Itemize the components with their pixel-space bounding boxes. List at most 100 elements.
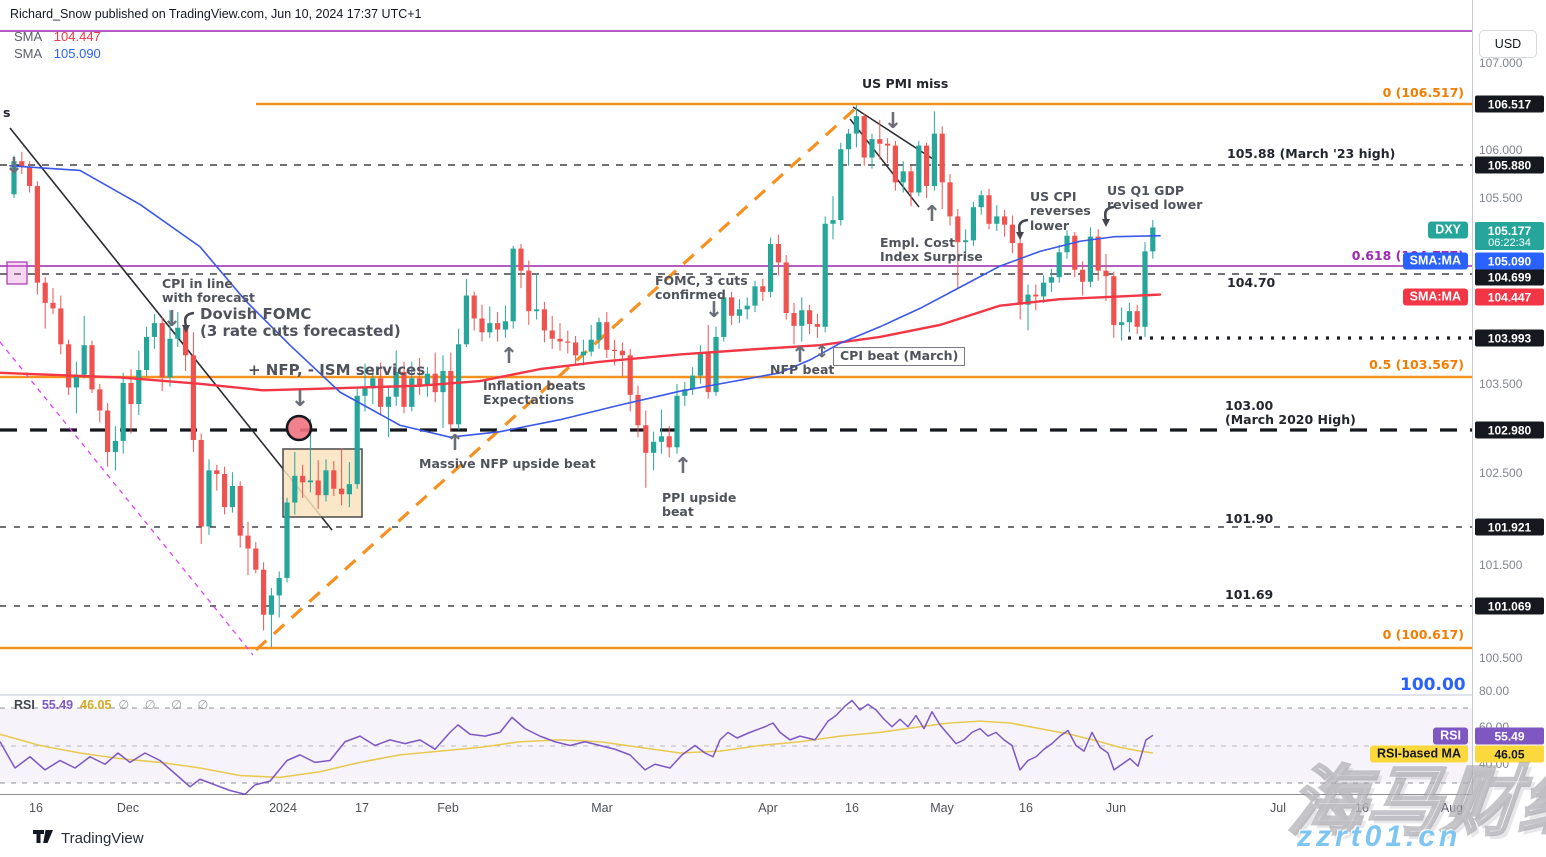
candle-body — [1041, 282, 1047, 297]
candle-body — [401, 371, 407, 407]
candle-body — [268, 595, 274, 615]
countdown-timer: 06:22:34 — [1488, 236, 1531, 249]
time-axis-label: 16 — [1355, 801, 1369, 815]
candle-body — [1002, 216, 1008, 225]
anno-fomc-3-cuts[interactable]: FOMC, 3 cuts confirmed — [655, 273, 748, 303]
candle-body — [596, 322, 602, 340]
anno-nfp-beat[interactable]: NFP beat — [770, 362, 835, 377]
anno-empl-cost[interactable]: Empl. Cost Index Surprise — [880, 235, 983, 265]
arrow-nfp-beat-up[interactable]: ↑ — [790, 343, 810, 368]
anno-cpi-in-line[interactable]: CPI in line with forecast — [162, 276, 255, 306]
candle-body — [931, 133, 937, 187]
candle-body — [1126, 311, 1132, 323]
candle-body — [697, 352, 703, 376]
uptrend-dashed — [254, 106, 858, 652]
candle-body — [1033, 294, 1039, 297]
candle-body — [643, 425, 649, 453]
anno-us-pmi-miss[interactable]: US PMI miss — [862, 76, 949, 91]
tradingview-logo-icon — [33, 830, 53, 843]
price-scale[interactable]: USD 107.000 106.000 105.500 103.500 102.500 1… — [1472, 0, 1546, 822]
time-axis-label: May — [930, 801, 954, 815]
candle-body — [549, 330, 555, 339]
arrow-cpi-inline-down[interactable]: ↓ — [162, 307, 182, 332]
time-axis-label: 16 — [29, 801, 43, 815]
candle-body — [315, 480, 321, 496]
candle-body — [105, 410, 111, 452]
candle-body — [986, 195, 992, 224]
candle-body — [34, 186, 40, 283]
candle-body — [151, 323, 157, 337]
arrow-fomc3-down[interactable]: ↓ — [704, 298, 724, 323]
anno-us-cpi-reverses[interactable]: US CPI reverses lower — [1030, 189, 1091, 233]
anno-nfp-ism[interactable]: + NFP, - ISM services — [248, 361, 426, 379]
candle-body — [869, 139, 875, 158]
candle-body — [424, 373, 430, 386]
candle-body — [970, 207, 976, 241]
time-axis-label: Mar — [591, 801, 613, 815]
candle-body — [1142, 251, 1148, 327]
anno-cpi-beat-march[interactable]: CPI beat (March) — [833, 347, 966, 367]
event-circle — [285, 414, 313, 442]
candle-body — [1134, 311, 1140, 327]
arrow-massive-nfp-up[interactable]: ↑ — [445, 431, 465, 456]
scale-grid-label: 102.500 — [1479, 466, 1523, 480]
candle-body — [853, 116, 859, 134]
arrow-nfp-ism-down[interactable]: ↓ — [290, 387, 310, 412]
anno-fib-05[interactable]: 0.5 (103.567) — [1369, 357, 1464, 372]
indicator-legend[interactable]: SMA 104.447 SMA 105.090 — [14, 28, 101, 62]
legend-sma-fast[interactable]: SMA 104.447 — [14, 28, 101, 45]
candle-body — [27, 166, 33, 187]
level-badge: 105.880 — [1475, 156, 1544, 174]
candle-body — [1150, 227, 1156, 252]
arrow-pmi-down[interactable]: ↓ — [883, 109, 903, 134]
rsi-legend[interactable]: RSI 55.49 46.05 ∅ ∅ ∅ ∅ — [14, 697, 214, 712]
candle-body — [1072, 235, 1078, 270]
anno-100-level[interactable]: 100.00 — [1400, 675, 1466, 695]
anno-fib-0-bottom[interactable]: 0 (100.617) — [1382, 627, 1464, 642]
anno-us-q1-gdp[interactable]: US Q1 GDP revised lower — [1107, 183, 1203, 213]
anno-cutoff-s[interactable]: s — [3, 105, 11, 120]
anno-level-10169[interactable]: 101.69 — [1225, 587, 1274, 602]
arrow-dovish-hook — [183, 311, 195, 328]
anno-inflation-beats[interactable]: Inflation beats Expectations — [483, 378, 586, 408]
candle-body — [791, 313, 797, 326]
rsi-ma-value: 46.05 — [80, 698, 112, 712]
anno-fib-0-top[interactable]: 0 (106.517) — [1382, 85, 1464, 100]
currency-button[interactable]: USD — [1479, 30, 1537, 58]
scale-grid-label: 105.500 — [1479, 191, 1523, 205]
candle-body — [66, 344, 72, 388]
arrow-start-down[interactable]: ↓ — [4, 154, 24, 179]
anno-massive-nfp[interactable]: Massive NFP upside beat — [419, 456, 596, 471]
candle-body — [198, 439, 204, 527]
candle-body — [1119, 322, 1125, 325]
candle-body — [183, 327, 189, 356]
legend-sma-slow[interactable]: SMA 105.090 — [14, 45, 101, 62]
arrow-ppi-up[interactable]: ↑ — [673, 454, 693, 479]
time-axis-label: Dec — [116, 801, 140, 815]
candle-body — [783, 262, 789, 313]
anno-level-10300[interactable]: 103.00 (March 2020 High) — [1225, 398, 1356, 428]
candle-body — [495, 323, 501, 330]
candle-body — [253, 548, 259, 570]
candle-body — [705, 352, 711, 393]
candle-body — [206, 470, 212, 527]
time-axis[interactable]: 16 Dec 2024 17 Feb Mar Apr 16 May 16 Jun Jul 16 Aug — [0, 795, 1546, 822]
anno-dovish-fomc[interactable]: Dovish FOMC (3 rate cuts forecasted) — [200, 305, 401, 341]
chart-canvas[interactable] — [0, 0, 1472, 822]
arrow-cpi-beat-updown[interactable]: ↕ — [814, 342, 830, 363]
anno-level-10190[interactable]: 101.90 — [1225, 511, 1274, 526]
arrow-inflation-up[interactable]: ↑ — [499, 344, 519, 369]
tag-rsi: RSI — [1433, 727, 1468, 745]
arrow-empl-up[interactable]: ↑ — [922, 202, 942, 227]
anno-level-10470[interactable]: 104.70 — [1227, 275, 1276, 290]
level-badge: 106.517 — [1475, 95, 1544, 113]
candle-body — [752, 286, 758, 306]
candle-body — [627, 355, 633, 395]
level-badge: 102.980 — [1475, 421, 1544, 439]
anno-level-10588[interactable]: 105.88 (March '23 high) — [1227, 146, 1396, 161]
candle-body — [807, 310, 813, 325]
candle-body — [487, 323, 493, 333]
candle-body — [448, 370, 454, 425]
level-badge: 103.993 — [1475, 329, 1544, 347]
anno-ppi-upside[interactable]: PPI upside beat — [662, 490, 737, 520]
